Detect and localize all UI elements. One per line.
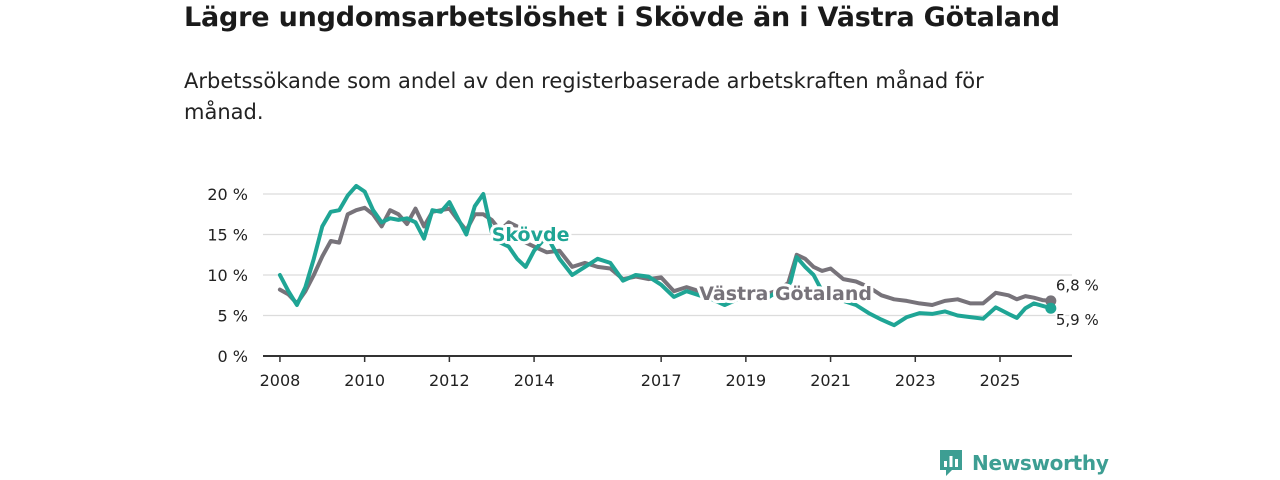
y-tick-label: 20 %: [207, 185, 248, 204]
newsworthy-logo-icon: [940, 450, 962, 476]
brand-name: Newsworthy: [972, 451, 1109, 475]
series-line-skovde: [277, 183, 1053, 328]
chart-subtitle: Arbetssökande som andel av den registerb…: [184, 69, 984, 124]
x-tick-label: 2025: [980, 371, 1021, 390]
y-tick-label: 10 %: [207, 266, 248, 285]
x-tick-label: 2023: [895, 371, 936, 390]
x-tick-label: 2017: [641, 371, 682, 390]
y-tick-label: 5 %: [218, 307, 248, 326]
x-tick-label: 2008: [260, 371, 301, 390]
end-value-skovde: 5,9 %: [1056, 311, 1099, 329]
series-labels: Skövde Västra Götaland 6,8 % 5,9 %: [489, 221, 1101, 331]
page-title: Lägre ungdomsarbetslöshet i Skövde än i …: [184, 2, 1060, 33]
y-tick-label: 0 %: [218, 347, 248, 366]
x-axis-ticks: 2008 2010 2012 2014 2017 2019 2021 2023 2025: [260, 356, 1021, 390]
series-lines: [277, 183, 1057, 328]
x-tick-label: 2021: [810, 371, 851, 390]
end-value-vastra-gotaland: 6,8 %: [1056, 276, 1099, 294]
y-axis-ticks: 0 % 5 % 10 % 15 % 20 %: [207, 185, 248, 366]
x-tick-label: 2012: [429, 371, 470, 390]
series-label-skovde: Skövde: [492, 224, 570, 246]
x-tick-label: 2019: [725, 371, 766, 390]
x-tick-label: 2010: [344, 371, 385, 390]
x-tick-label: 2014: [514, 371, 555, 390]
series-label-vastra-gotaland: Västra Götaland: [699, 283, 872, 305]
end-point-skovde: [1045, 302, 1057, 314]
gridlines: [263, 193, 1072, 317]
y-tick-label: 15 %: [207, 226, 248, 245]
newsworthy-brand: Newsworthy: [938, 448, 1109, 478]
